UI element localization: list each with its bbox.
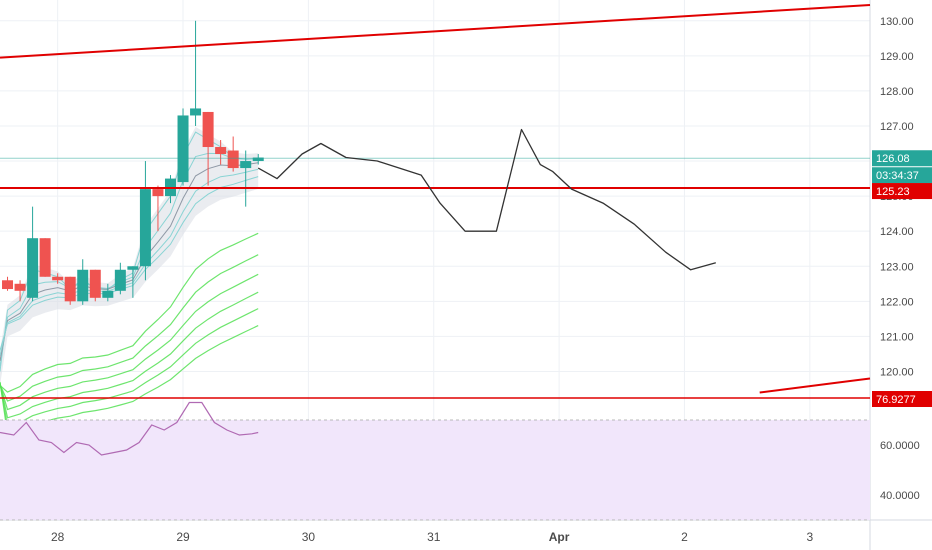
- candle-body: [215, 147, 227, 155]
- time-tick-label: 2: [681, 530, 688, 544]
- short-ribbon-fill: [0, 126, 259, 386]
- price-tick-label: 121.00: [880, 331, 914, 343]
- support-tag-bg: [872, 183, 932, 200]
- price-tick-label: 124.00: [880, 226, 914, 238]
- candle-body: [190, 108, 202, 116]
- time-tick-label: Apr: [549, 530, 570, 544]
- rsi-value-tag-bg: [872, 391, 932, 407]
- rsi-tick-label: 40.0000: [880, 490, 920, 502]
- short-ma-line: [0, 162, 259, 361]
- candle-body: [227, 150, 239, 169]
- candle-body: [64, 276, 76, 302]
- time-tick-label: 3: [806, 530, 813, 544]
- short-ma-line: [0, 168, 259, 356]
- rsi-tick-label: 60.0000: [880, 440, 920, 452]
- price-tick-label: 127.00: [880, 121, 914, 133]
- candle-body: [127, 266, 139, 270]
- time-tick-label: 28: [51, 530, 65, 544]
- candle-body: [14, 283, 26, 291]
- time-tick-label: 31: [427, 530, 441, 544]
- time-tick-label: 29: [176, 530, 190, 544]
- moving-average-ribbons: [0, 126, 259, 435]
- forecast-path: [257, 128, 716, 271]
- drawing-overlays: [0, 4, 871, 394]
- candle-body: [102, 290, 114, 298]
- candle-body: [114, 269, 126, 291]
- price-axis: 120.00121.00122.00123.00124.00125.00126.…: [880, 16, 920, 502]
- candle-body: [2, 280, 14, 290]
- price-tick-label: 123.00: [880, 261, 914, 273]
- long-ma-line: [0, 308, 259, 427]
- price-tick-label: 120.00: [880, 366, 914, 378]
- rsi-line: [0, 401, 259, 456]
- price-tick-label: 129.00: [880, 51, 914, 63]
- candle-body: [52, 276, 64, 281]
- countdown-tag-label: 03:34:37: [876, 170, 919, 182]
- candle-body: [27, 238, 39, 298]
- long-ma-line: [0, 254, 259, 402]
- price-tick-label: 122.00: [880, 296, 914, 308]
- rsi-pane: [0, 397, 870, 521]
- price-tick-label: 128.00: [880, 86, 914, 98]
- countdown-tag-bg: [872, 167, 932, 184]
- long-ma-line: [0, 325, 259, 435]
- long-ma-line: [0, 232, 259, 393]
- time-axis: 28 29 30 31 Apr 2 3: [51, 530, 813, 544]
- candle-body: [252, 157, 264, 162]
- last-price-tag-label: 126.08: [876, 153, 910, 165]
- short-ma-line: [0, 131, 259, 372]
- time-tick-label: 30: [302, 530, 316, 544]
- candle-body: [39, 238, 51, 277]
- long-ma-line: [0, 291, 259, 419]
- short-ma-line: [0, 176, 259, 351]
- price-tags: 126.08 03:34:37 125.23 76.9277: [872, 150, 932, 407]
- short-ma-line: [0, 152, 259, 367]
- rsi-band: [0, 420, 870, 520]
- last-price-tag-bg: [872, 150, 932, 167]
- candle-body: [177, 115, 189, 183]
- price-tick-label: 130.00: [880, 16, 914, 28]
- resistance-trend-line: [0, 4, 871, 59]
- candle-body: [89, 269, 101, 298]
- candle-body: [139, 189, 151, 267]
- candle-body: [202, 111, 214, 148]
- lower-trend-line: [759, 377, 871, 394]
- support-tag-label: 125.23: [876, 186, 910, 198]
- candle-body: [240, 161, 252, 169]
- rsi-value-tag-label: 76.9277: [876, 394, 916, 406]
- long-ma-line: [0, 273, 259, 411]
- candle-body: [152, 189, 164, 197]
- candle-body: [77, 269, 89, 302]
